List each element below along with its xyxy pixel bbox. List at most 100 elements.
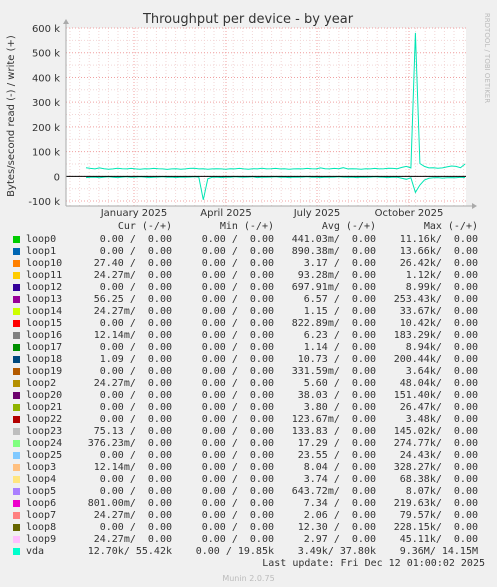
legend-name: loop0 — [26, 234, 57, 245]
legend-value-avg: 643.72m/ 0.00 — [291, 486, 376, 497]
legend-value-min: 0.00 / 0.00 — [201, 258, 274, 269]
legend-value-max: 8.94k/ 0.00 — [405, 342, 478, 353]
legend-swatch — [13, 308, 20, 315]
legend-value-cur: 0.00 / 0.00 — [99, 246, 172, 257]
legend-value-min: 0.00 / 0.00 — [201, 246, 274, 257]
legend-name: loop9 — [26, 534, 57, 545]
rrdtool-watermark: RRDTOOL / TOBI OETIKER — [483, 13, 491, 103]
legend-swatch — [13, 248, 20, 255]
legend-swatch — [13, 512, 20, 519]
legend-value-max: 33.67k/ 0.00 — [399, 306, 478, 317]
legend-name: loop19 — [26, 366, 63, 377]
legend-value-min: 0.00 / 0.00 — [201, 426, 274, 437]
y-tick-label: 500 k — [32, 49, 60, 60]
legend-value-min: 0.00 / 0.00 — [201, 534, 274, 545]
y-tick-label: 600 k — [32, 24, 60, 35]
legend-value-avg: 2.06 / 0.00 — [303, 510, 376, 521]
legend-value-cur: 0.00 / 0.00 — [99, 522, 172, 533]
legend-value-min: 0.00 / 0.00 — [201, 354, 274, 365]
legend-swatch — [13, 392, 20, 399]
legend-value-max: 79.57k/ 0.00 — [399, 510, 478, 521]
legend-value-avg: 6.57 / 0.00 — [303, 294, 376, 305]
legend-value-cur: 0.00 / 0.00 — [99, 402, 172, 413]
legend-value-cur: 24.27m/ 0.00 — [93, 270, 172, 281]
legend-value-max: 9.36M/ 14.15M — [399, 546, 478, 557]
y-axis-arrow — [63, 19, 69, 24]
legend-value-min: 0.00 / 0.00 — [201, 522, 274, 533]
legend-name: loop7 — [26, 510, 57, 521]
legend-value-min: 0.00 / 0.00 — [201, 378, 274, 389]
legend-value-max: 11.16k/ 0.00 — [399, 234, 478, 245]
legend-name: loop16 — [26, 330, 63, 341]
legend-name: loop22 — [26, 414, 63, 425]
legend-value-cur: 0.00 / 0.00 — [99, 366, 172, 377]
legend-value-max: 200.44k/ 0.00 — [393, 354, 478, 365]
legend-name: loop3 — [26, 462, 57, 473]
legend-swatch — [13, 284, 20, 291]
y-axis-label: Bytes/second read (-) / write (+) — [6, 35, 17, 197]
legend-value-min: 0.00 / 0.00 — [201, 330, 274, 341]
legend-value-min: 0.00 / 0.00 — [201, 498, 274, 509]
legend-value-min: 0.00 / 0.00 — [201, 486, 274, 497]
legend-name: loop8 — [26, 522, 57, 533]
legend-value-max: 3.64k/ 0.00 — [405, 366, 478, 377]
y-tick-label: 200 k — [32, 123, 60, 134]
axis-layer: 600 k 500 k 400 k 300 k 200 k 100 k 0 -100 k Jan… — [28, 19, 477, 219]
legend-swatch — [13, 404, 20, 411]
legend-value-min: 0.00 / 0.00 — [201, 234, 274, 245]
legend-value-cur: 12.70k/ 55.42k — [87, 546, 172, 557]
legend-value-max: 26.42k/ 0.00 — [399, 258, 478, 269]
legend-value-avg: 822.89m/ 0.00 — [291, 318, 376, 329]
x-tick-label: April 2025 — [200, 208, 251, 219]
legend-value-avg: 3.49k/ 37.80k — [297, 546, 376, 557]
legend-swatch — [13, 416, 20, 423]
legend-value-min: 0.00 / 0.00 — [201, 366, 274, 377]
legend-value-max: 274.77k/ 0.00 — [393, 438, 478, 449]
legend-swatch — [13, 344, 20, 351]
legend-value-avg: 441.03m/ 0.00 — [291, 234, 376, 245]
legend-value-min: 0.00 / 0.00 — [201, 438, 274, 449]
x-tick-label: January 2025 — [100, 208, 168, 219]
y-tick-label: 0 — [54, 172, 60, 183]
legend-value-min: 0.00 / 0.00 — [201, 462, 274, 473]
legend-name: loop25 — [26, 450, 63, 461]
legend-value-avg: 133.83 / 0.00 — [291, 426, 376, 437]
legend-name: loop17 — [26, 342, 63, 353]
legend-swatch — [13, 332, 20, 339]
legend-swatch — [13, 320, 20, 327]
legend-value-avg: 17.29 / 0.00 — [297, 438, 376, 449]
legend-value-avg: 3.74 / 0.00 — [303, 474, 376, 485]
legend-swatch — [13, 464, 20, 471]
legend-value-avg: 1.15 / 0.00 — [303, 306, 376, 317]
legend-value-max: 8.99k/ 0.00 — [405, 282, 478, 293]
legend-swatch — [13, 476, 20, 483]
legend-value-max: 68.38k/ 0.00 — [399, 474, 478, 485]
legend-value-min: 0.00 / 0.00 — [201, 270, 274, 281]
legend-swatch — [13, 524, 20, 531]
legend-value-cur: 1.09 / 0.00 — [99, 354, 172, 365]
grid-layer — [66, 27, 466, 206]
legend-value-cur: 0.00 / 0.00 — [99, 342, 172, 353]
legend-value-avg: 123.67m/ 0.00 — [291, 414, 376, 425]
legend-name: loop12 — [26, 282, 63, 293]
legend-header-avg: Avg (-/+) — [321, 221, 376, 232]
legend-name: loop11 — [26, 270, 63, 281]
legend-swatch — [13, 368, 20, 375]
legend-value-avg: 3.17 / 0.00 — [303, 258, 376, 269]
legend-value-max: 13.66k/ 0.00 — [399, 246, 478, 257]
legend-value-min: 0.00 / 0.00 — [201, 414, 274, 425]
legend-value-cur: 24.27m/ 0.00 — [93, 510, 172, 521]
legend-value-avg: 697.91m/ 0.00 — [291, 282, 376, 293]
legend-value-min: 0.00 / 0.00 — [201, 342, 274, 353]
legend-value-min: 0.00 / 0.00 — [201, 474, 274, 485]
legend-value-avg: 3.80 / 0.00 — [303, 402, 376, 413]
legend-swatch — [13, 272, 20, 279]
legend-value-min: 0.00 / 19.85k — [195, 546, 274, 557]
legend-value-avg: 6.23 / 0.00 — [303, 330, 376, 341]
legend-swatch — [13, 500, 20, 507]
series-line-write — [85, 32, 466, 170]
legend-value-max: 1.12k/ 0.00 — [405, 270, 478, 281]
legend-swatch — [13, 380, 20, 387]
